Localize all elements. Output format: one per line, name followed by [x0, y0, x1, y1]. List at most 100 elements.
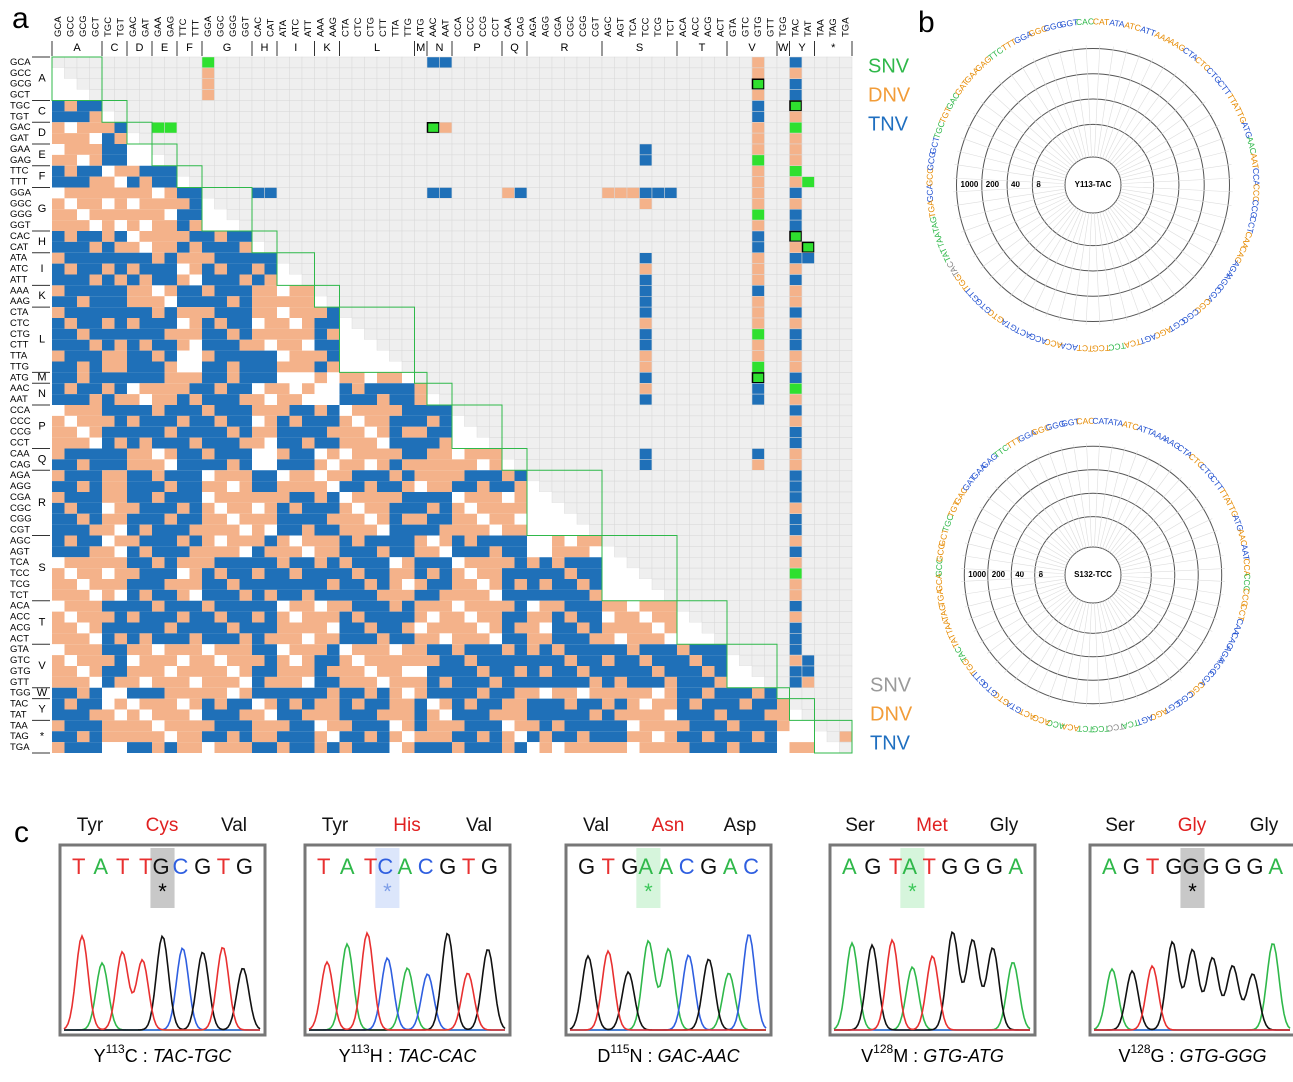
matrix-cell	[252, 557, 265, 568]
r-tick-label: 1000	[961, 180, 979, 189]
matrix-cell	[90, 449, 103, 460]
matrix-cell	[502, 362, 515, 373]
matrix-cell	[490, 231, 503, 242]
matrix-cell	[102, 383, 115, 394]
matrix-cell	[840, 209, 853, 220]
matrix-cell	[90, 90, 103, 101]
matrix-cell	[452, 122, 465, 133]
group-label: S	[38, 562, 45, 574]
matrix-cell	[190, 503, 203, 514]
matrix-cell	[815, 644, 828, 655]
matrix-cell	[140, 340, 153, 351]
matrix-cell	[52, 633, 65, 644]
matrix-cell	[777, 177, 790, 188]
matrix-cell	[240, 394, 253, 405]
matrix-cell	[827, 438, 840, 449]
matrix-cell	[215, 198, 228, 209]
matrix-cell	[802, 79, 815, 90]
matrix-cell	[540, 677, 553, 688]
matrix-cell	[90, 720, 103, 731]
matrix-cell	[252, 394, 265, 405]
matrix-cell	[640, 633, 653, 644]
matrix-cell	[565, 372, 578, 383]
matrix-cell	[340, 720, 353, 731]
matrix-cell	[740, 503, 753, 514]
matrix-cell	[827, 351, 840, 362]
matrix-cell	[240, 383, 253, 394]
matrix-cell	[65, 459, 78, 470]
matrix-cell	[677, 742, 690, 753]
matrix-cell	[140, 459, 153, 470]
matrix-cell	[402, 275, 415, 286]
matrix-cell	[415, 481, 428, 492]
matrix-cell	[540, 372, 553, 383]
matrix-cell	[777, 416, 790, 427]
matrix-cell	[352, 699, 365, 710]
matrix-cell	[302, 329, 315, 340]
matrix-cell	[52, 242, 65, 253]
matrix-cell	[102, 742, 115, 753]
matrix-cell	[815, 253, 828, 264]
matrix-cell	[777, 90, 790, 101]
matrix-cell	[640, 699, 653, 710]
matrix-cell	[602, 285, 615, 296]
matrix-cell	[552, 427, 565, 438]
matrix-cell	[102, 633, 115, 644]
matrix-cell	[465, 514, 478, 525]
matrix-cell	[327, 198, 340, 209]
matrix-cell	[790, 307, 803, 318]
matrix-cell	[427, 329, 440, 340]
matrix-cell	[190, 242, 203, 253]
matrix-cell	[302, 655, 315, 666]
matrix-cell	[52, 307, 65, 318]
matrix-cell	[665, 372, 678, 383]
matrix-cell	[277, 731, 290, 742]
matrix-cell	[540, 133, 553, 144]
matrix-cell	[777, 101, 790, 112]
matrix-cell	[490, 655, 503, 666]
matrix-cell	[677, 568, 690, 579]
matrix-cell	[302, 198, 315, 209]
radial-spoke	[965, 582, 1066, 607]
matrix-cell	[227, 329, 240, 340]
matrix-cell	[627, 307, 640, 318]
matrix-cell	[227, 655, 240, 666]
matrix-cell	[215, 590, 228, 601]
matrix-cell	[790, 362, 803, 373]
matrix-cell	[402, 514, 415, 525]
matrix-cell	[577, 481, 590, 492]
matrix-cell	[252, 731, 265, 742]
matrix-cell	[165, 742, 178, 753]
matrix-cell	[327, 568, 340, 579]
matrix-cell	[415, 351, 428, 362]
matrix-cell	[265, 612, 278, 623]
matrix-cell	[102, 231, 115, 242]
matrix-cell	[690, 296, 703, 307]
matrix-cell	[715, 503, 728, 514]
matrix-cell	[190, 731, 203, 742]
matrix-cell	[690, 144, 703, 155]
matrix-cell	[715, 231, 728, 242]
matrix-cell	[590, 405, 603, 416]
matrix-cell	[777, 394, 790, 405]
radial-spoke	[1117, 113, 1213, 171]
radial-spoke	[1105, 456, 1149, 550]
matrix-cell	[515, 253, 528, 264]
matrix-cell	[302, 68, 315, 79]
matrix-cell	[652, 655, 665, 666]
matrix-cell	[352, 601, 365, 612]
matrix-cell	[227, 459, 240, 470]
matrix-cell	[202, 514, 215, 525]
matrix-cell	[727, 231, 740, 242]
radial-spoke	[989, 204, 1072, 279]
matrix-cell	[590, 155, 603, 166]
matrix-cell	[515, 742, 528, 753]
matrix-cell	[827, 264, 840, 275]
matrix-cell	[165, 666, 178, 677]
matrix-cell	[740, 264, 753, 275]
matrix-cell	[152, 742, 165, 753]
matrix-cell	[677, 470, 690, 481]
matrix-cell	[502, 710, 515, 721]
matrix-cell	[790, 111, 803, 122]
matrix-cell	[690, 579, 703, 590]
